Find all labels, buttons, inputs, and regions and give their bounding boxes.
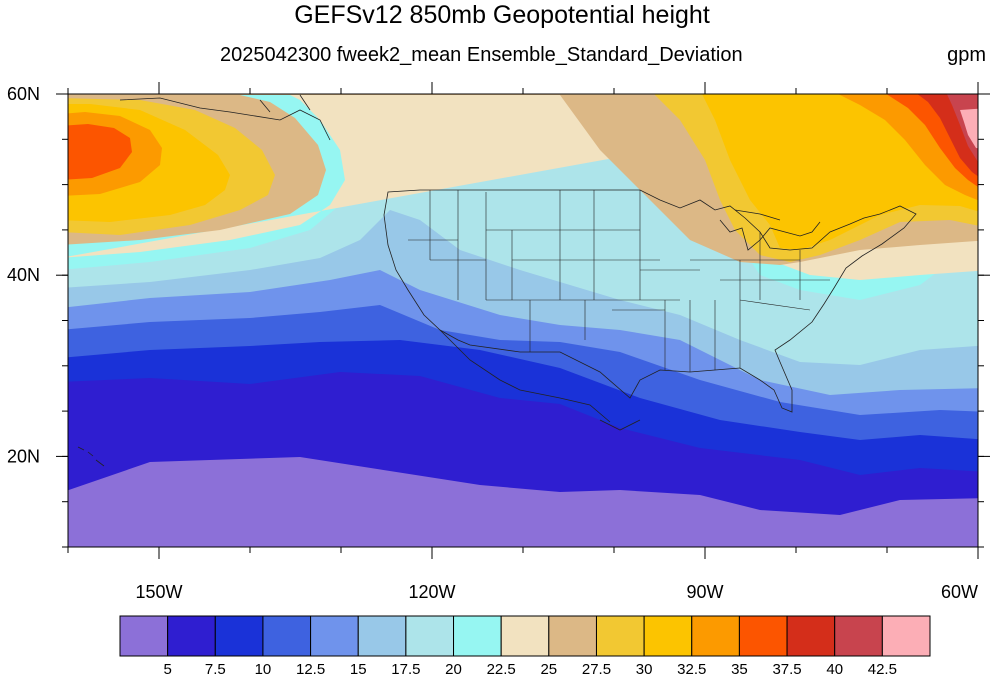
colorbar-swatch [405, 615, 455, 657]
map-subtitle: 2025042300 fweek2_mean Ensemble_Standard… [220, 44, 743, 66]
colorbar-label: 30 [636, 661, 653, 678]
us-outline [383, 189, 917, 413]
colorbar-swatch [786, 615, 836, 657]
colorbar-swatch [834, 615, 883, 657]
colorbar [119, 615, 931, 657]
colorbar-label: 12.5 [296, 661, 325, 678]
lon-tick-label: 90W [686, 582, 723, 602]
axis-tick-labels: 150W 120W 90W 60W 60N 40N 20N [7, 84, 978, 602]
lon-tick-label: 120W [408, 582, 455, 602]
hawaii [77, 446, 105, 467]
lon-tick-label: 150W [135, 582, 182, 602]
lat-tick-label: 60N [7, 84, 40, 104]
political-boundaries [77, 94, 917, 467]
colorbar-label: 22.5 [487, 661, 516, 678]
colorbar-swatch [262, 615, 312, 657]
great-lakes [719, 209, 821, 251]
colorbar-swatch [119, 615, 169, 657]
colorbar-swatch [310, 615, 359, 657]
colorbar-swatch [357, 615, 407, 657]
map-title: GEFSv12 850mb Geopotential height [294, 1, 710, 29]
colorbar-swatch [691, 615, 740, 657]
colorbar-label: 15 [350, 661, 367, 678]
colorbar-label: 32.5 [677, 661, 706, 678]
colorbar-label: 35 [731, 661, 748, 678]
colorbar-label: 10 [255, 661, 272, 678]
colorbar-swatch [214, 615, 264, 657]
colorbar-label: 25 [540, 661, 557, 678]
canada-coast [119, 94, 331, 141]
colorbar-swatch [167, 615, 216, 657]
colorbar-label: 40 [826, 661, 843, 678]
colorbar-label: 42.5 [868, 661, 897, 678]
colorbar-swatch [595, 615, 645, 657]
colorbar-label: 7.5 [205, 661, 226, 678]
colorbar-label: 37.5 [772, 661, 801, 678]
colorbar-label: 20 [445, 661, 462, 678]
colorbar-swatch [453, 615, 502, 657]
colorbar-swatch [500, 615, 550, 657]
contour-band-37-5 [68, 124, 132, 180]
units-label: gpm [947, 44, 986, 66]
colorbar-swatch [881, 615, 931, 657]
axis-ticks [56, 82, 990, 559]
colorbar-label: 5 [163, 661, 171, 678]
colorbar-labels: 5 7.5 10 12.5 15 17.5 20 22.5 25 27.5 30 32.5 35 37.5… [163, 661, 896, 678]
state-lines [408, 190, 830, 372]
colorbar-swatch [643, 615, 693, 657]
lon-tick-label: 60W [941, 582, 978, 602]
colorbar-swatch [548, 615, 597, 657]
contour-band-45-east [960, 108, 978, 149]
lat-tick-label: 40N [7, 265, 40, 285]
mexico-coast [439, 329, 641, 431]
lat-tick-label: 20N [7, 446, 40, 466]
colorbar-swatch [738, 615, 788, 657]
contour-field [68, 94, 978, 547]
colorbar-label: 27.5 [582, 661, 611, 678]
colorbar-label: 17.5 [391, 661, 420, 678]
